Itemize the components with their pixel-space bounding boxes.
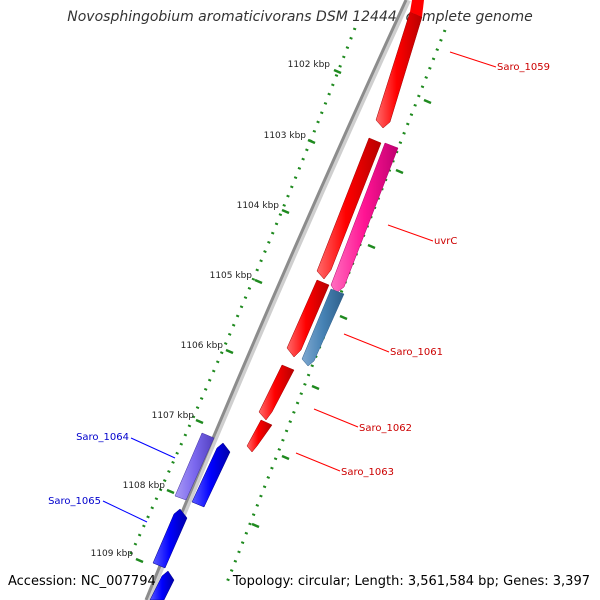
gene-forward-1[interactable] (316, 137, 382, 280)
tick-mark (307, 138, 316, 145)
topology-label: Topology: circular; Length: 3,561,584 bp… (232, 574, 590, 589)
tick-marks (135, 68, 432, 564)
tick-mark (225, 348, 234, 355)
forward-genes (246, 0, 424, 453)
tick-mark (423, 98, 432, 105)
tick-label-1105: 1105 kbp (210, 271, 253, 281)
leader-saro-1063 (295, 452, 341, 472)
tick-mark (333, 68, 342, 75)
tick-mark (281, 454, 290, 461)
gene-saro-1063[interactable] (246, 419, 273, 453)
gene-reverse-1[interactable] (191, 442, 231, 508)
gene-saro-1059[interactable] (375, 11, 423, 129)
tick-mark (251, 522, 260, 529)
label-saro-1063[interactable]: Saro_1063 (341, 467, 394, 478)
tick-label-1102: 1102 kbp (288, 60, 331, 70)
tick-label-1104: 1104 kbp (237, 201, 280, 211)
gene-saro-1062[interactable] (258, 364, 295, 421)
leader-uvrc (387, 224, 434, 242)
tick-label-1107: 1107 kbp (152, 411, 195, 421)
tick-label-1109: 1109 kbp (91, 549, 134, 559)
tick-mark (311, 384, 320, 391)
leader-saro-1062 (313, 408, 359, 428)
label-uvrc[interactable]: uvrC (434, 236, 457, 247)
label-saro-1064[interactable]: Saro_1064 (76, 432, 129, 443)
gene-saro-1061[interactable] (301, 288, 345, 367)
tick-mark (166, 488, 175, 495)
tick-mark (195, 418, 204, 425)
gene-saro-1065[interactable] (152, 508, 188, 569)
leader-saro-1065 (102, 500, 148, 523)
tick-mark (339, 314, 348, 321)
label-saro-1061[interactable]: Saro_1061 (390, 347, 443, 358)
leader-saro-1061 (343, 333, 390, 353)
tick-label-1106: 1106 kbp (181, 341, 224, 351)
tick-mark (135, 557, 144, 564)
tick-label-1103: 1103 kbp (264, 131, 307, 141)
tick-mark (395, 168, 404, 175)
backbone-shadow (145, 0, 411, 600)
label-saro-1065[interactable]: Saro_1065 (48, 496, 101, 507)
label-saro-1059[interactable]: Saro_1059 (497, 62, 550, 73)
tick-mark (254, 278, 263, 285)
tick-dotted-arc (126, 27, 357, 561)
gene-saro-1064[interactable] (174, 432, 215, 501)
tick-label-1108: 1108 kbp (123, 481, 166, 491)
tick-mark (281, 208, 290, 215)
leader-saro-1064 (130, 437, 176, 459)
accession-label: Accession: NC_007794 (8, 574, 156, 589)
tick-mark (367, 243, 376, 250)
gene-uvrc[interactable] (330, 142, 399, 294)
gene-reverse-2[interactable] (149, 570, 175, 600)
gene-forward-2[interactable] (286, 279, 330, 358)
leader-saro-1059 (449, 51, 497, 68)
gene-saro-1059-cap (410, 0, 424, 17)
reverse-genes (149, 432, 231, 600)
label-saro-1062[interactable]: Saro_1062 (359, 423, 412, 434)
